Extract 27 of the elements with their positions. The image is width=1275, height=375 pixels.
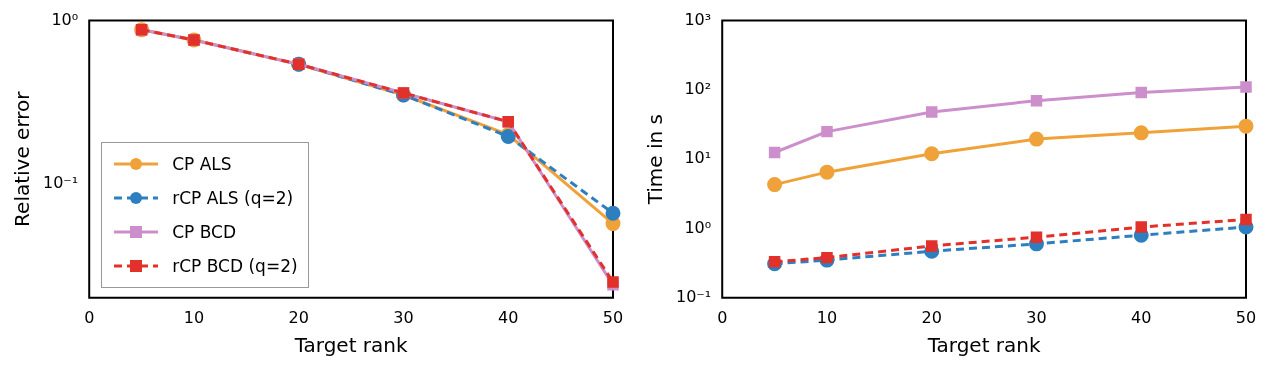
y-tick-label: 10⁰ bbox=[51, 9, 79, 29]
y-tick-label: 10⁻¹ bbox=[43, 172, 79, 192]
legend-label: CP ALS bbox=[172, 152, 232, 176]
x-tick-label: 10 bbox=[816, 307, 838, 327]
x-tick-label: 20 bbox=[288, 307, 309, 327]
y-tick-label: 10⁻¹ bbox=[676, 286, 712, 306]
x-tick-label: 30 bbox=[1026, 307, 1047, 327]
x-axis-title: Target rank bbox=[926, 333, 1042, 358]
x-tick-label: 50 bbox=[602, 307, 624, 327]
legend-label: rCP BCD (q=2) bbox=[172, 254, 298, 278]
y-tick-label: 10² bbox=[684, 79, 712, 99]
x-tick-label: 50 bbox=[1235, 307, 1257, 327]
legend-label: rCP ALS (q=2) bbox=[172, 186, 294, 210]
legend-label: CP BCD bbox=[172, 220, 237, 244]
y-tick-label: 10³ bbox=[684, 9, 712, 29]
x-tick-label: 40 bbox=[1131, 307, 1152, 327]
y-axis-title: Relative error bbox=[10, 90, 35, 227]
x-tick-label: 0 bbox=[84, 307, 95, 327]
x-tick-label: 10 bbox=[183, 307, 205, 327]
y-axis-title: Time in s bbox=[643, 114, 668, 206]
y-tick-label: 10⁰ bbox=[684, 217, 712, 237]
x-tick-label: 30 bbox=[393, 307, 414, 327]
x-tick-label: 40 bbox=[498, 307, 519, 327]
x-axis-title: Target rank bbox=[293, 333, 409, 358]
x-tick-label: 0 bbox=[717, 307, 728, 327]
x-tick-label: 20 bbox=[921, 307, 942, 327]
y-tick-label: 10¹ bbox=[684, 148, 712, 168]
